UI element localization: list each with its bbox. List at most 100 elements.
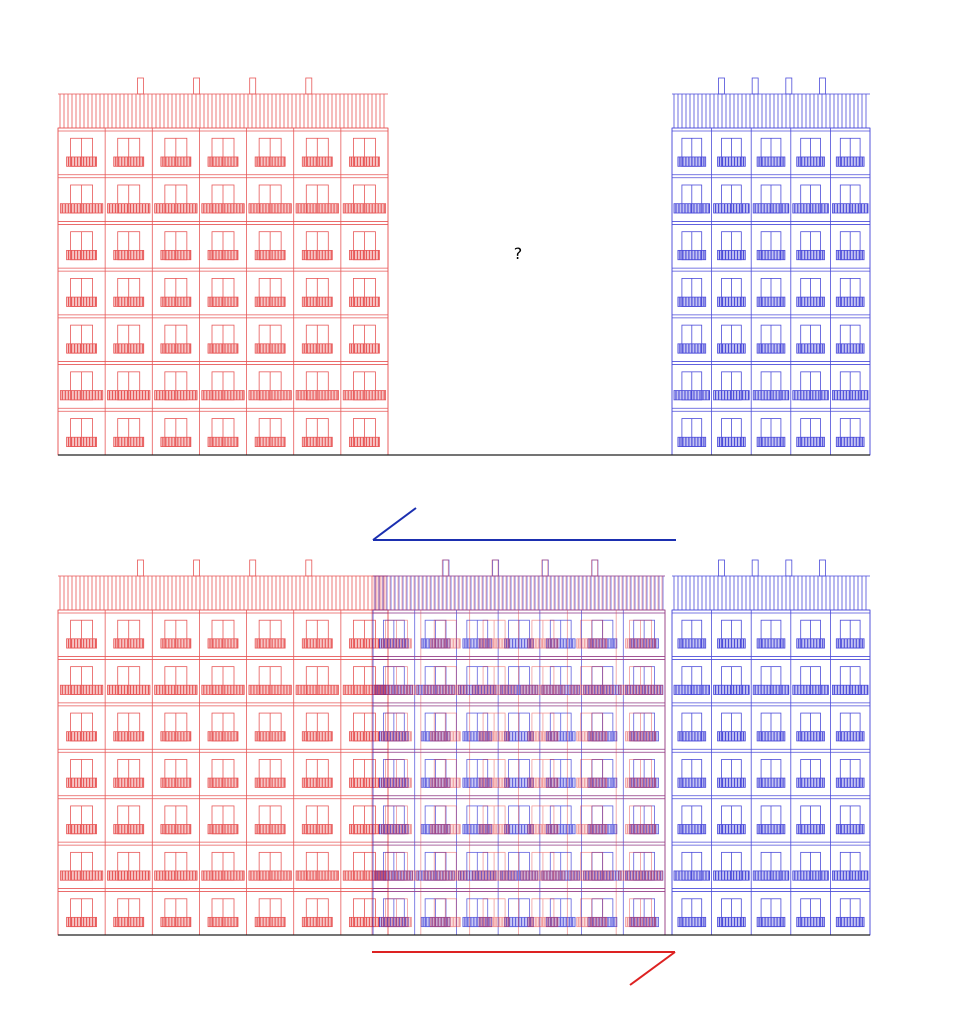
window [629, 619, 652, 649]
balcony-rail [381, 777, 412, 788]
balcony [113, 824, 145, 835]
balcony [462, 916, 493, 928]
balcony [587, 777, 618, 788]
balcony-rail [113, 343, 145, 354]
balcony-rail [471, 870, 517, 881]
balcony [504, 824, 534, 835]
balcony [66, 296, 97, 307]
balcony [429, 638, 461, 649]
balcony [499, 870, 539, 881]
balcony-rail [107, 203, 151, 214]
balcony [254, 156, 286, 167]
balcony-rail [301, 156, 333, 167]
balcony [752, 684, 790, 695]
window [385, 712, 408, 742]
balcony [248, 390, 292, 401]
balcony-rail [66, 916, 97, 928]
balcony [796, 731, 825, 742]
balcony-rail [625, 777, 656, 788]
balcony [201, 203, 245, 214]
balcony-rail [792, 390, 829, 401]
balcony-rail [207, 638, 239, 649]
balcony-rail [713, 684, 750, 695]
balcony [545, 731, 576, 742]
balcony [429, 731, 461, 742]
balcony-rail [207, 436, 239, 447]
balcony-rail [429, 731, 461, 742]
balcony [587, 731, 618, 742]
balcony-rail [792, 203, 829, 214]
balcony [381, 824, 412, 835]
balcony-rail [254, 824, 286, 835]
balcony-rail [349, 436, 380, 447]
balcony [752, 870, 790, 881]
chimney [751, 77, 759, 95]
balcony [752, 390, 790, 401]
balcony-rail [107, 870, 151, 881]
balcony [504, 777, 534, 788]
balcony [113, 731, 145, 742]
balcony [301, 824, 333, 835]
balcony [713, 870, 750, 881]
balcony-rail [422, 684, 468, 695]
balcony-rail [831, 203, 869, 214]
balcony-rail [752, 684, 790, 695]
window [531, 619, 555, 649]
balcony [717, 343, 746, 354]
window [433, 805, 457, 835]
balcony [713, 390, 750, 401]
balcony [569, 684, 615, 695]
balcony [527, 638, 559, 649]
balcony [379, 638, 409, 649]
balcony [831, 203, 869, 214]
blue-arrow [372, 507, 676, 541]
window [385, 851, 408, 881]
balcony-rail [713, 390, 750, 401]
balcony [349, 156, 380, 167]
balcony [520, 684, 566, 695]
balcony [66, 824, 97, 835]
balcony-rail [349, 343, 380, 354]
facade [671, 77, 871, 456]
balcony-rail [527, 916, 559, 928]
chimney [193, 559, 201, 577]
facade [57, 77, 389, 456]
balcony-rail [254, 777, 286, 788]
balcony-rail [673, 684, 711, 695]
balcony-rail [301, 343, 333, 354]
balcony-rail [792, 870, 829, 881]
balcony-rail [527, 731, 559, 742]
balcony [301, 249, 333, 261]
balcony [349, 249, 380, 261]
balcony-rail [254, 249, 286, 261]
balcony [677, 777, 707, 788]
balcony [160, 296, 192, 307]
window [433, 712, 457, 742]
window [531, 898, 555, 928]
balcony-rail [66, 436, 97, 447]
balcony [576, 824, 608, 835]
balcony [576, 638, 608, 649]
balcony-rail [201, 684, 245, 695]
balcony-rail [478, 777, 510, 788]
balcony-rail [831, 870, 869, 881]
balcony [59, 390, 104, 401]
balcony-rail [625, 824, 656, 835]
balcony [379, 824, 409, 835]
balcony-rail [478, 638, 510, 649]
balcony [301, 638, 333, 649]
arrow-barb [629, 951, 676, 986]
balcony-rail [576, 638, 608, 649]
window [629, 759, 652, 788]
balcony [207, 916, 239, 928]
balcony-rail [201, 390, 245, 401]
balcony-rail [520, 684, 566, 695]
balcony-rail [160, 156, 192, 167]
balcony [379, 731, 409, 742]
balcony [160, 156, 192, 167]
balcony-rail [254, 436, 286, 447]
red-arrow [372, 951, 676, 986]
balcony-rail [160, 777, 192, 788]
balcony-rail [374, 684, 419, 695]
